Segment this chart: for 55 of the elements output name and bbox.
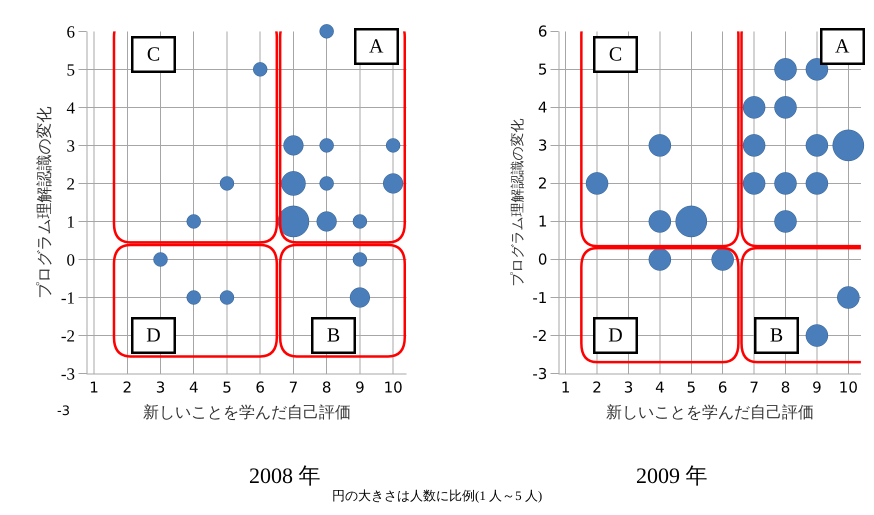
y-tick-label: 5 xyxy=(66,60,75,80)
annotation: D xyxy=(608,324,623,346)
x-tick-label: 3 xyxy=(624,378,634,397)
x-tick-label: 6 xyxy=(718,378,728,397)
y-tick-label: 6 xyxy=(66,22,75,42)
annotation: B xyxy=(770,324,784,346)
annotation: D xyxy=(146,324,161,346)
y-tick-label: 3 xyxy=(66,136,75,156)
x-tick-label: 4 xyxy=(655,378,665,397)
x-tick-label: 7 xyxy=(749,378,759,397)
y-tick-label: 4 xyxy=(538,98,548,117)
x-tick-label: 2 xyxy=(592,378,602,397)
x-tick-label: 9 xyxy=(355,378,365,397)
x-tick-label: 2 xyxy=(122,378,132,397)
annotation: A xyxy=(369,36,384,58)
annotation: B xyxy=(326,324,340,346)
y-tick-label: 6 xyxy=(538,22,548,41)
x-tick-label: 8 xyxy=(780,378,790,397)
x-tick-label: 5 xyxy=(222,378,232,397)
y-tick-label: -2 xyxy=(532,326,548,345)
y-tick-label: -1 xyxy=(60,288,75,308)
x-tick-label: 4 xyxy=(188,378,199,397)
y-tick-label: -2 xyxy=(60,326,75,346)
x-tick-label: 10 xyxy=(838,378,858,397)
y-tick-label: -1 xyxy=(532,288,548,307)
x-tick-label: 9 xyxy=(812,378,822,397)
x-tick-label: 7 xyxy=(288,378,298,397)
y-tick-label: -3 xyxy=(60,364,75,384)
y-tick-label: 4 xyxy=(66,98,76,118)
y-tick-label: 0 xyxy=(66,250,75,270)
x-tick-label: 10 xyxy=(384,378,403,397)
x-tick-label: 8 xyxy=(322,378,332,397)
y-tick-label: 2 xyxy=(66,174,75,194)
y-tick-label: 1 xyxy=(66,212,75,232)
annotation: C xyxy=(146,44,160,66)
x-axis-title: 新しいことを学んだ自己評価 xyxy=(142,403,351,422)
y-tick-label: 2 xyxy=(538,174,548,193)
y-tick-label: -3 xyxy=(532,364,548,383)
text: 円の大きさは人数に比例(1 人～5 人) xyxy=(332,488,542,503)
x-tick-label: 1 xyxy=(89,378,99,397)
y-tick-label: 0 xyxy=(538,250,548,269)
x-tick-label: 3 xyxy=(156,378,166,397)
y-tick-label: 1 xyxy=(538,212,548,231)
y-tick-label: 5 xyxy=(538,60,548,79)
y-axis-title: プログラム理解認識の変化 xyxy=(510,118,526,286)
y-tick-label: 3 xyxy=(538,136,548,155)
x-tick-label: 6 xyxy=(255,378,265,397)
text: 2008 年 xyxy=(249,463,320,488)
y-axis-title: プログラム理解認識の変化 xyxy=(36,106,54,298)
x-axis-title: 新しいことを学んだ自己評価 xyxy=(606,403,814,422)
x-tick-label: 1 xyxy=(560,378,570,397)
x-tick-label: 5 xyxy=(686,378,696,397)
text: 2009 年 xyxy=(636,463,708,488)
annotation: A xyxy=(835,36,850,58)
annotation: C xyxy=(608,44,622,66)
